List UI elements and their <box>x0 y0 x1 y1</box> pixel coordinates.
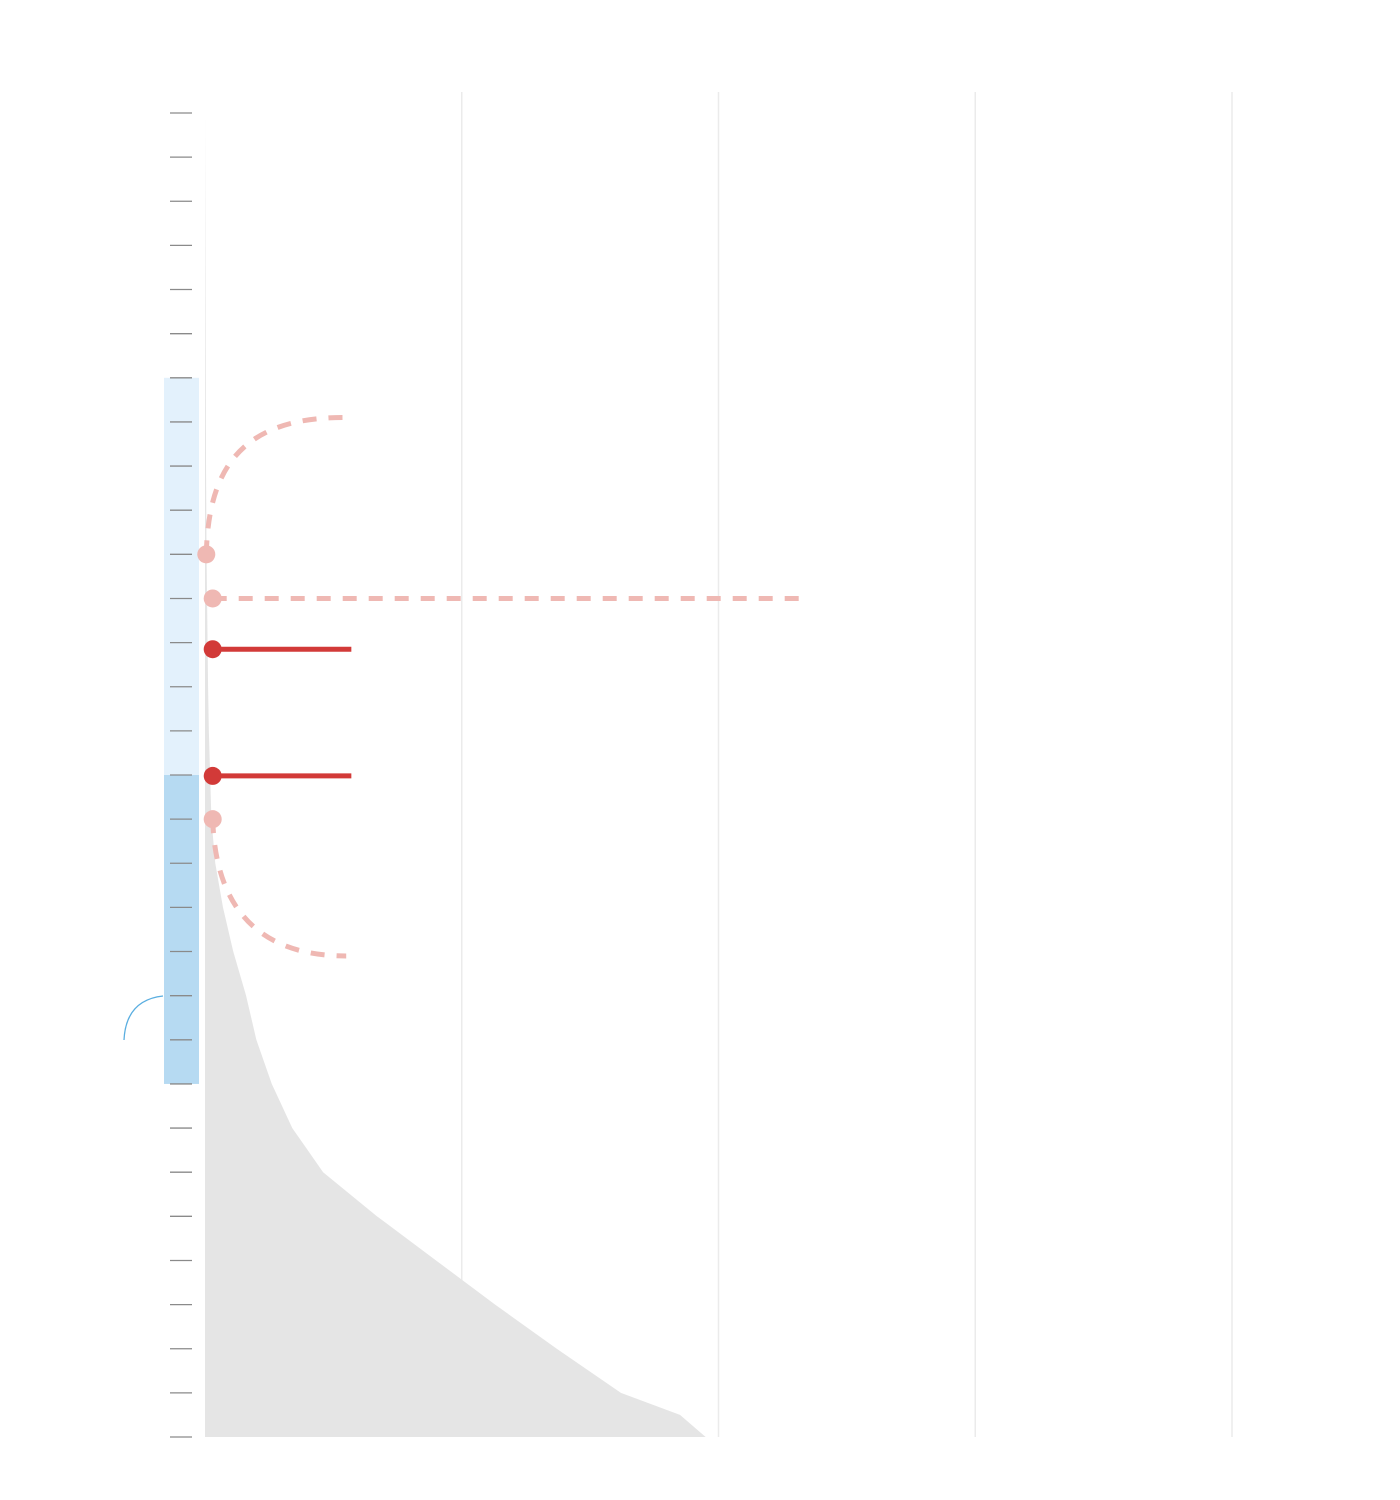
marker-point-2 <box>203 640 222 659</box>
distribution-area <box>205 113 706 1437</box>
marker-arc-4 <box>210 819 347 959</box>
band-0 <box>164 775 199 1084</box>
band-1 <box>164 377 199 775</box>
marker-point-1 <box>203 589 222 608</box>
marker-arc-0 <box>203 415 344 555</box>
marker-point-0 <box>197 545 216 564</box>
marker-point-4 <box>203 810 222 829</box>
annotation-arc <box>123 995 164 1041</box>
marker-point-3 <box>203 766 222 785</box>
